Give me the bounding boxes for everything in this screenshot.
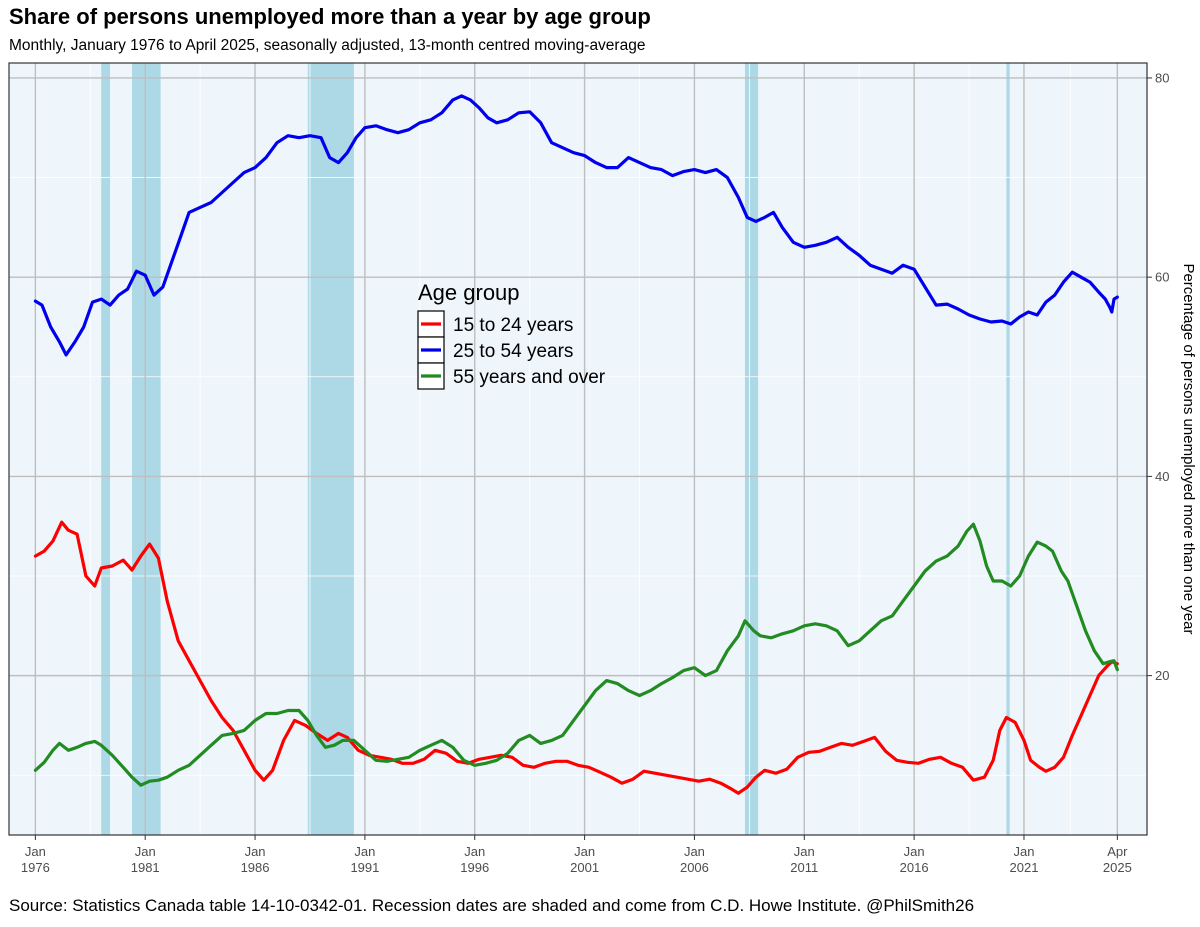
x-tick-label-8-month: Jan: [794, 844, 815, 859]
recession-band-1: [101, 63, 111, 835]
x-tick-label-10-month: Jan: [1013, 844, 1034, 859]
panel-border-layer: [8, 62, 1148, 836]
legend-title: Age group: [418, 280, 520, 305]
x-tick-label-5-month: Jan: [464, 844, 485, 859]
chart-title: Share of persons unemployed more than a …: [9, 4, 651, 29]
recession-band-4: [744, 63, 759, 835]
series-line-1: [33, 520, 1119, 795]
recession-shading-layer: [101, 63, 1010, 835]
x-tick-label-2-year: 1981: [131, 860, 160, 875]
plot-background: [9, 63, 1147, 835]
x-tick-label-6-month: Jan: [574, 844, 595, 859]
x-tick-label-9-year: 2016: [900, 860, 929, 875]
x-tick-label-7-year: 2006: [680, 860, 709, 875]
x-tick-label-5-year: 1996: [460, 860, 489, 875]
plot-panel-layer: [9, 63, 1147, 835]
series-line-2: [33, 94, 1119, 357]
x-tick-label-10-year: 2021: [1010, 860, 1039, 875]
x-tick-label-2-month: Jan: [135, 844, 156, 859]
x-tick-label-11-month: Apr: [1107, 844, 1128, 859]
x-tick-label-11-year: 2025: [1103, 860, 1132, 875]
gridline-layer: [9, 63, 1147, 835]
x-tick-label-4-year: 1991: [350, 860, 379, 875]
axis-layer: 20406080Jan1976Jan1981Jan1986Jan1991Jan1…: [21, 70, 1170, 875]
legend: Age group 15 to 24 years 25 to 54 years 55 …: [417, 280, 606, 390]
x-tick-label-6-year: 2001: [570, 860, 599, 875]
recession-band-2: [132, 63, 161, 835]
x-tick-label-9-month: Jan: [904, 844, 925, 859]
y-axis-title: Percentage of persons unemployed more th…: [1180, 263, 1197, 634]
x-tick-label-1-month: Jan: [25, 844, 46, 859]
recession-band-3: [307, 63, 354, 835]
x-tick-label-3-year: 1986: [241, 860, 270, 875]
panel-border: [8, 62, 1148, 836]
legend-label-3: 55 years and over: [453, 367, 606, 388]
x-tick-label-8-year: 2011: [790, 860, 818, 875]
y-tick-label-40: 40: [1155, 469, 1169, 484]
chart-subtitle: Monthly, January 1976 to April 2025, sea…: [9, 37, 646, 54]
y-tick-label-20: 20: [1155, 668, 1169, 683]
y-tick-label-80: 80: [1155, 70, 1169, 85]
x-tick-label-3-month: Jan: [245, 844, 266, 859]
recession-band-5: [1006, 63, 1010, 835]
x-tick-label-7-month: Jan: [684, 844, 705, 859]
source-caption: Source: Statistics Canada table 14-10-03…: [9, 896, 975, 915]
series-layer: [33, 94, 1119, 795]
x-tick-label-1-year: 1976: [21, 860, 50, 875]
x-tick-label-4-month: Jan: [354, 844, 375, 859]
series-line-3: [33, 522, 1119, 787]
legend-label-1: 15 to 24 years: [453, 315, 573, 336]
y-tick-label-60: 60: [1155, 270, 1169, 285]
legend-label-2: 25 to 54 years: [453, 341, 573, 362]
